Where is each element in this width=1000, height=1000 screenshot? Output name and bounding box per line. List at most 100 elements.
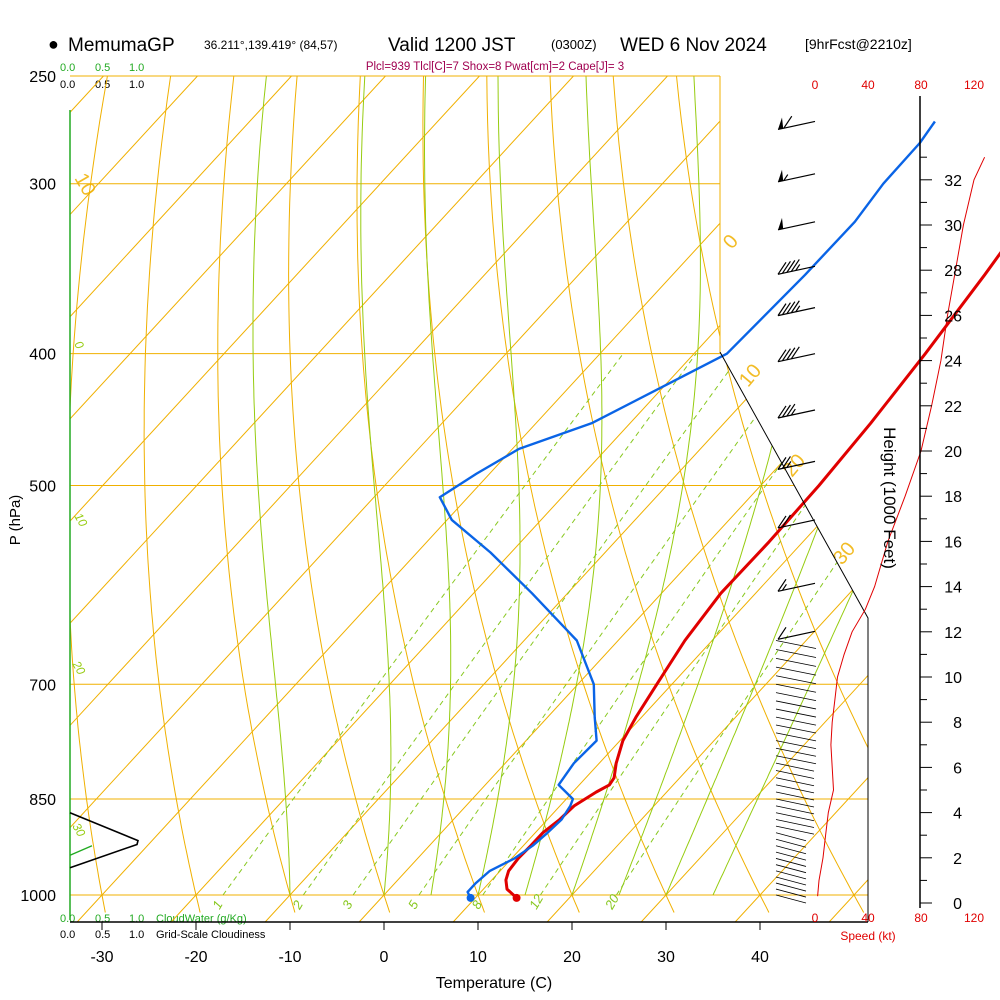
moist-adiabat	[524, 76, 603, 896]
isotherm	[70, 76, 762, 922]
header-coords: 36.211°,139.419° (84,57)	[204, 38, 337, 52]
bottom-cloudiness-1: 0.5	[95, 929, 110, 941]
mixing-ratio-line	[615, 353, 868, 896]
header-dot: ●	[48, 34, 59, 54]
isotherm	[70, 76, 292, 922]
speed-tick-top: 120	[964, 78, 984, 92]
height-label: 0	[953, 896, 962, 913]
speed-tick-bottom: 0	[812, 911, 819, 925]
low-level-barb	[775, 791, 815, 801]
barb-flag	[781, 404, 791, 418]
moist-adiabat	[477, 76, 521, 896]
barb-pennant	[778, 169, 784, 182]
height-label: 16	[944, 534, 962, 551]
bottom-cloudiness-2: 1.0	[129, 929, 144, 941]
barb-half	[783, 174, 789, 181]
moist-adiabat-label: 30	[69, 821, 88, 840]
moist-adiabat	[252, 76, 291, 896]
moist-adiabat	[712, 76, 868, 896]
low-level-barb	[775, 838, 807, 848]
pressure-label-400: 400	[29, 347, 56, 364]
barb-staff	[777, 173, 816, 183]
low-level-barb	[775, 755, 817, 765]
barb-half	[781, 583, 787, 591]
low-level-barb	[775, 708, 817, 718]
cloudiness-profile	[69, 110, 139, 920]
pressure-label-700: 700	[29, 677, 56, 694]
dry-adiabat	[987, 52, 1000, 913]
low-level-barb	[775, 747, 817, 757]
dry-adiabat	[422, 76, 580, 913]
barb-flag	[786, 347, 796, 361]
height-label: 10	[944, 670, 962, 687]
header-date: WED 6 Nov 2024	[620, 35, 767, 56]
isotherm	[264, 76, 868, 922]
y-axis-title: P (hPa)	[7, 495, 24, 546]
pressure-label-300: 300	[29, 177, 56, 194]
speed-tick-bottom: 120	[964, 911, 984, 925]
moist-adiabat	[360, 76, 392, 896]
low-level-barb	[775, 675, 817, 685]
low-level-barb	[775, 692, 817, 702]
barb-flag	[781, 260, 791, 274]
wind-speed-line	[817, 156, 986, 897]
barb-flag	[777, 303, 787, 316]
barb-staff	[777, 120, 816, 131]
barb-flag	[781, 514, 791, 528]
isotherm	[70, 76, 668, 922]
low-level-barb	[775, 724, 817, 734]
isotherm	[828, 76, 868, 922]
bottom-cloudiness-0: 0.0	[60, 929, 75, 941]
dewpoint-profile	[438, 120, 936, 899]
height-label: 30	[944, 218, 962, 235]
top-cloudiness-0: 0.0	[60, 79, 75, 91]
barb-flag	[790, 259, 800, 272]
speed-axis-title: Speed (kt)	[840, 929, 895, 943]
indices-line: Plcl=939 Tlcl[C]=7 Shox=8 Pwat[cm]=2 Cap…	[366, 61, 624, 73]
mixing-ratio-label: 2	[289, 897, 306, 912]
low-level-barb	[775, 777, 815, 787]
mixing-ratio-label: 1	[209, 898, 226, 912]
wind-barb	[777, 578, 816, 592]
dry-adiabat	[356, 76, 485, 913]
barb-pennant	[778, 117, 784, 130]
low-level-barb	[775, 640, 817, 649]
barb-flag	[777, 627, 787, 640]
moist-adiabat-label: 10	[71, 511, 90, 530]
pressure-label-850: 850	[29, 792, 56, 809]
barb-flag	[790, 300, 800, 314]
temperature-label: 0	[380, 949, 389, 966]
cloudwater-trace	[69, 845, 93, 856]
barb-flag	[781, 456, 791, 469]
low-level-barb	[775, 798, 815, 808]
height-label: 24	[944, 354, 962, 371]
barb-flag	[786, 301, 796, 315]
low-level-barb	[775, 876, 807, 886]
wind-barb	[777, 403, 816, 419]
temperature-surface-dot	[512, 893, 521, 902]
moist-adiabat	[665, 76, 868, 896]
barb-flag	[777, 261, 787, 275]
low-level-barb	[775, 812, 815, 822]
height-label: 26	[944, 308, 962, 325]
top-cloudwater-1: 0.5	[95, 62, 110, 74]
wind-barb	[777, 346, 816, 363]
wind-barb	[777, 169, 816, 183]
barb-flag	[777, 578, 787, 592]
dry-adiabat-label: 0	[719, 231, 743, 254]
barb-staff	[777, 221, 816, 231]
dry-adiabat	[673, 76, 868, 913]
mixing-ratio-label: 3	[339, 897, 356, 911]
pressure-label-250: 250	[29, 69, 56, 86]
top-cloudiness-2: 1.0	[129, 79, 144, 91]
barb-staff	[777, 460, 816, 470]
low-level-barb	[775, 716, 817, 726]
bottom-cloudwater-label: CloudWater (g/Kg)	[156, 913, 247, 925]
pressure-label-500: 500	[29, 479, 56, 496]
height-label: 14	[944, 580, 962, 597]
speed-tick-top: 0	[812, 78, 819, 92]
isotherm	[734, 76, 868, 922]
barb-pennant	[778, 217, 784, 230]
mixing-ratio-label: 20	[601, 891, 622, 913]
